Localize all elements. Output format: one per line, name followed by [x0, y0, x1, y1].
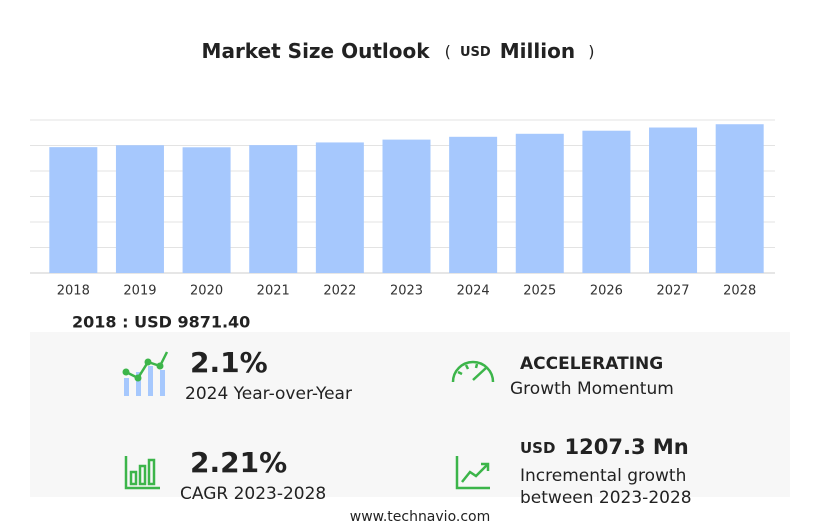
cagr-icon	[124, 456, 160, 490]
bar	[315, 142, 364, 273]
yoy-value: 2.1%	[190, 346, 268, 379]
unit-name: Million	[500, 39, 575, 63]
bar	[515, 133, 564, 273]
incr-value-line: USD 1207.3 Mn	[520, 435, 689, 459]
title: Market Size Outlook	[202, 39, 431, 63]
cagr-value: 2.21%	[190, 446, 287, 479]
bar	[449, 136, 498, 273]
x-tick-label: 2023	[390, 284, 423, 299]
x-tick-label: 2018	[57, 284, 90, 299]
chart-title: Market Size Outlook ( USD Million )	[202, 39, 595, 63]
x-tick-label: 2020	[190, 284, 223, 299]
footer: www.technavio.com	[350, 509, 491, 525]
x-tick-label: 2022	[323, 284, 356, 299]
x-tick-label: 2019	[123, 284, 156, 299]
bar	[649, 127, 698, 274]
bar	[182, 147, 231, 273]
bar	[382, 139, 431, 273]
incr-label-2: between 2023-2028	[520, 488, 692, 508]
stats-panel	[30, 332, 790, 497]
unit-close: )	[588, 42, 594, 61]
x-tick-label: 2027	[656, 284, 689, 299]
bar	[715, 124, 764, 274]
x-tick-label: 2024	[457, 284, 490, 299]
incr-icon	[455, 456, 490, 490]
momentum-icon	[451, 360, 495, 383]
momentum-value: ACCELERATING	[520, 354, 663, 374]
x-tick-label: 2026	[590, 284, 623, 299]
unit-currency: USD	[460, 45, 491, 60]
incr-label-1: Incremental growth	[520, 466, 686, 486]
x-tick-label: 2021	[257, 284, 290, 299]
unit-open: (	[445, 42, 451, 61]
yoy-label: 2024 Year-over-Year	[185, 384, 352, 404]
incr-currency: USD	[520, 439, 555, 457]
incr-value: 1207.3 Mn	[565, 435, 689, 459]
x-tick-label: 2025	[523, 284, 556, 299]
base-label: 2018 : USD 9871.40	[72, 313, 250, 332]
x-tick-label: 2028	[723, 284, 756, 299]
bar	[582, 130, 631, 273]
cagr-label: CAGR 2023-2028	[180, 484, 326, 504]
bar	[115, 145, 164, 273]
bar	[249, 145, 298, 273]
momentum-label: Growth Momentum	[510, 379, 674, 399]
yoy-icon	[122, 351, 169, 396]
bar	[49, 147, 98, 273]
